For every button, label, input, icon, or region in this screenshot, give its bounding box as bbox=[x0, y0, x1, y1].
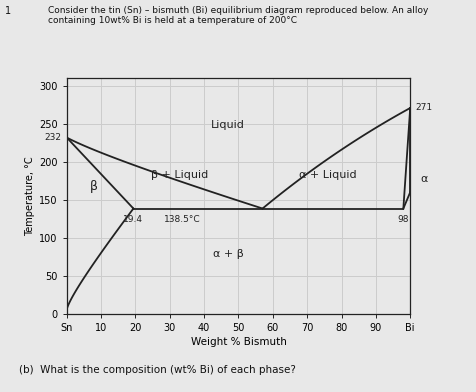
Text: 98: 98 bbox=[397, 214, 408, 223]
Text: containing 10wt% Bi is held at a temperature of 200°C: containing 10wt% Bi is held at a tempera… bbox=[48, 16, 296, 25]
Text: α + Liquid: α + Liquid bbox=[298, 170, 356, 180]
Text: 271: 271 bbox=[415, 103, 432, 113]
Text: 232: 232 bbox=[45, 133, 61, 142]
Text: β: β bbox=[90, 180, 98, 192]
X-axis label: Weight % Bismuth: Weight % Bismuth bbox=[190, 337, 286, 347]
Y-axis label: Temperature, °C: Temperature, °C bbox=[25, 156, 35, 236]
Text: α: α bbox=[420, 174, 427, 183]
Text: α + β: α + β bbox=[212, 249, 243, 260]
Text: β + Liquid: β + Liquid bbox=[151, 170, 208, 180]
Text: Consider the tin (Sn) – bismuth (Bi) equilibrium diagram reproduced below. An al: Consider the tin (Sn) – bismuth (Bi) equ… bbox=[48, 6, 427, 15]
Text: 19.4: 19.4 bbox=[123, 214, 143, 223]
Text: Liquid: Liquid bbox=[211, 120, 245, 131]
Text: 1: 1 bbox=[5, 6, 11, 16]
Text: (b)  What is the composition (wt% Bi) of each phase?: (b) What is the composition (wt% Bi) of … bbox=[19, 365, 295, 375]
Text: 138.5°C: 138.5°C bbox=[164, 214, 200, 223]
